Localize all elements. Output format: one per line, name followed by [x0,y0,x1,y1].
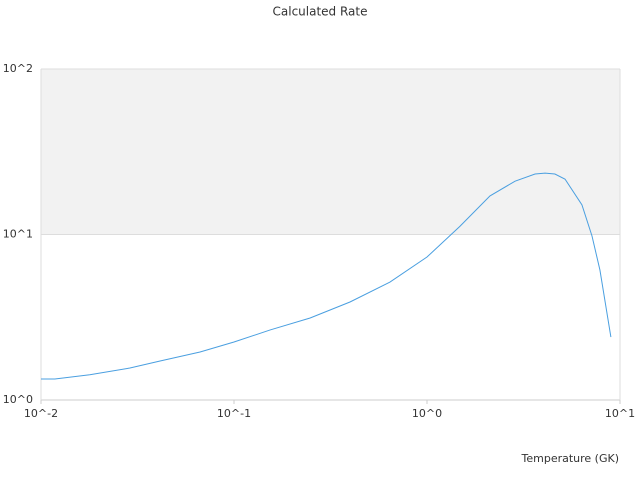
x-tick-label: 10^0 [412,407,442,420]
x-tick-label: 10^-2 [24,407,58,420]
y-tick-label: 10^2 [3,62,33,75]
chart-title: Calculated Rate [273,5,368,19]
line-series [41,172,612,380]
plot-band [41,69,620,235]
x-axis-label: Temperature (GK) [521,452,620,465]
x-tick-label: 10^-1 [217,407,251,420]
x-tick-label: 10^1 [605,407,635,420]
y-tick-label: 10^0 [3,393,33,406]
y-tick-label: 10^1 [3,228,33,241]
